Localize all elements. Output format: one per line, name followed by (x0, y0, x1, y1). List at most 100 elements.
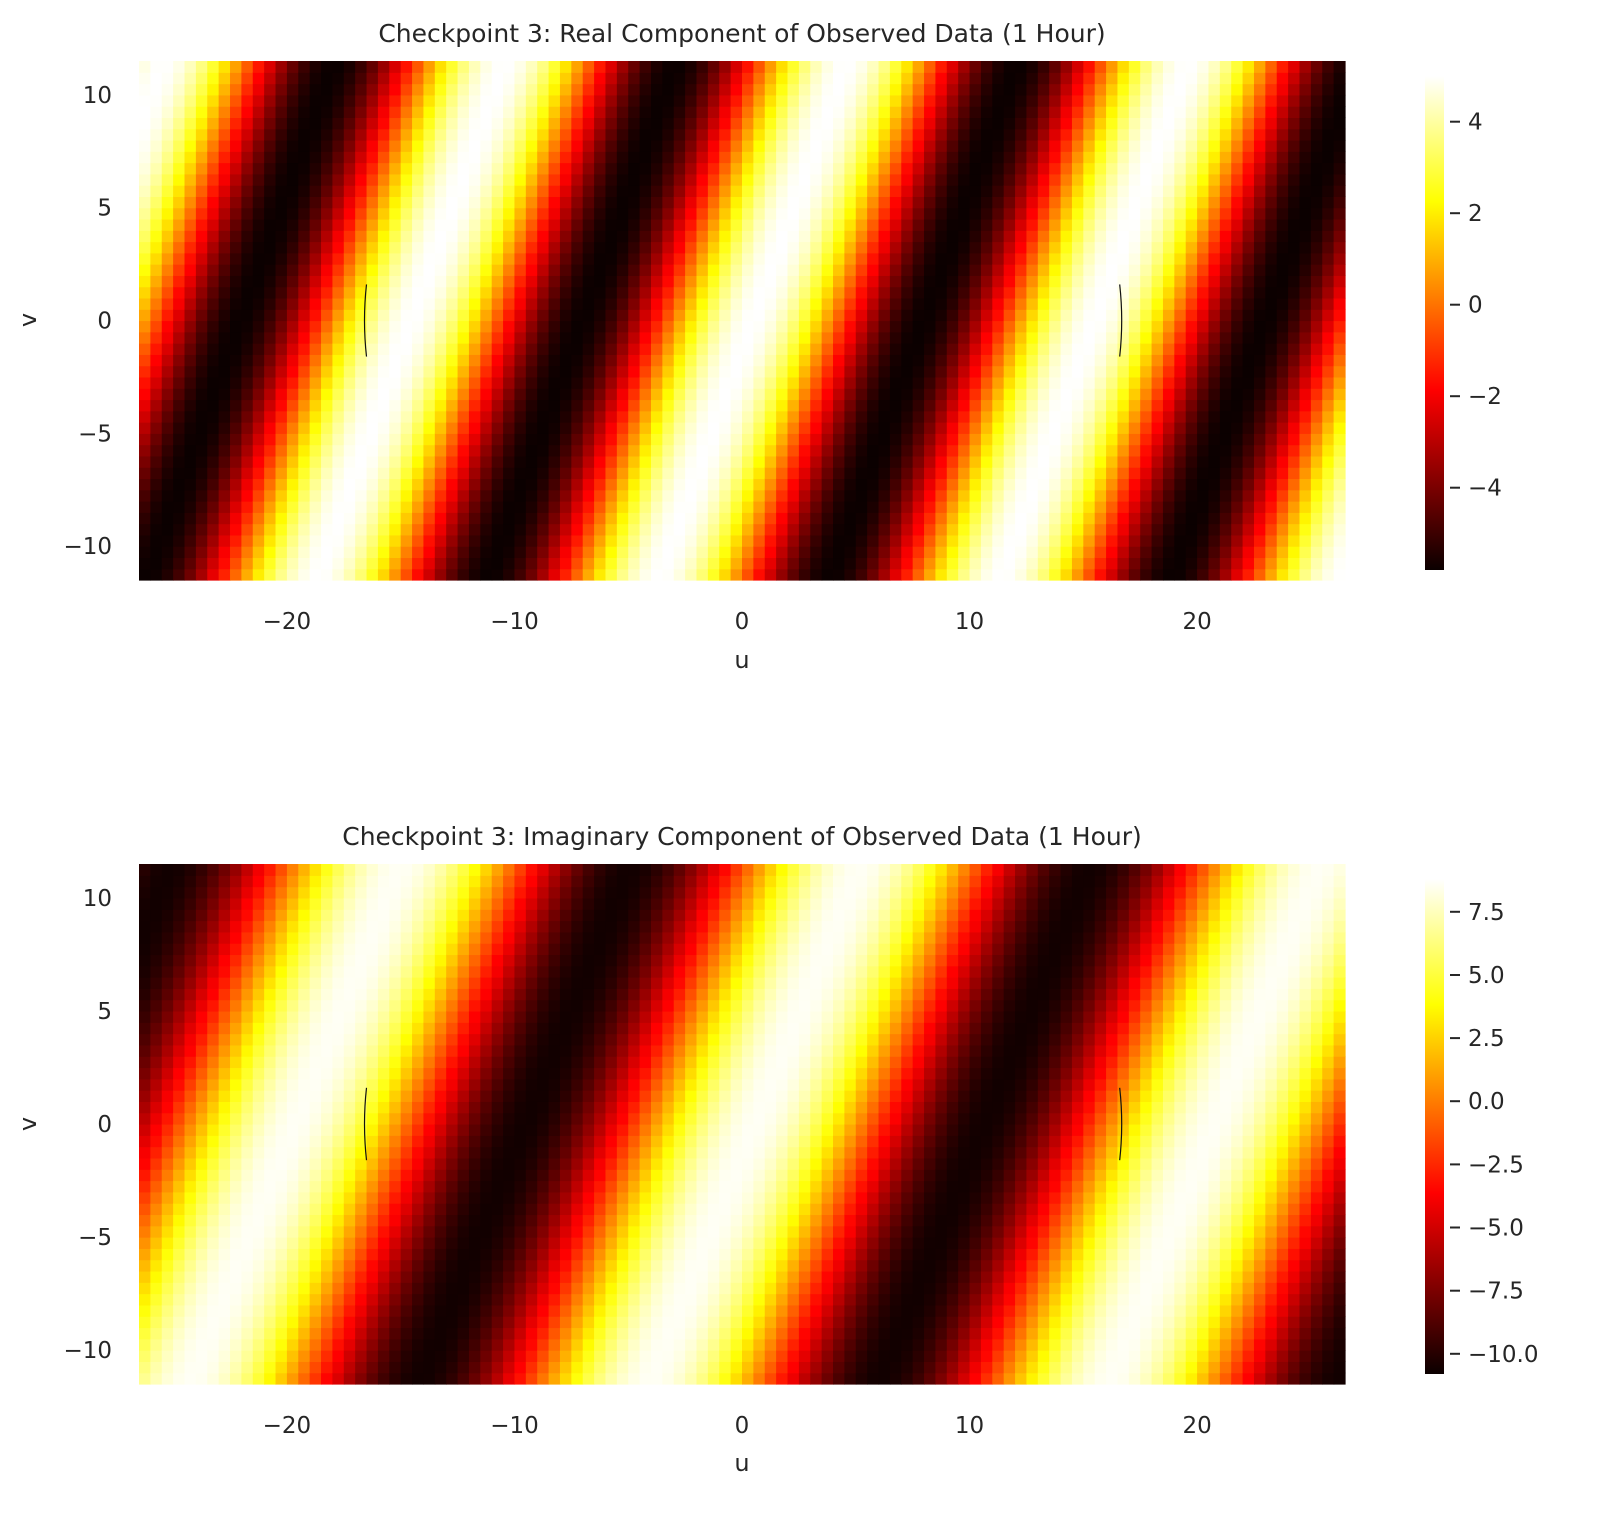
heatmap-cell (821, 399, 834, 412)
heatmap-cell (309, 546, 322, 559)
heatmap-cell (1128, 275, 1141, 288)
heatmap-cell (491, 534, 504, 547)
heatmap-cell (343, 388, 356, 401)
heatmap-cell (753, 162, 766, 175)
heatmap-cell (912, 546, 925, 559)
heatmap-cell (628, 286, 641, 299)
heatmap-cell (537, 444, 550, 457)
heatmap-cell (1197, 128, 1210, 141)
heatmap-cell (491, 467, 504, 480)
heatmap-cell (150, 954, 163, 967)
heatmap-cell (844, 94, 857, 107)
heatmap-cell (195, 297, 208, 310)
heatmap-cell (355, 173, 368, 186)
heatmap-cell (1003, 139, 1016, 152)
heatmap-cell (139, 1248, 151, 1261)
heatmap-cell (582, 241, 595, 254)
heatmap-cell (480, 264, 493, 276)
heatmap-cell (594, 410, 607, 423)
heatmap-cell (787, 455, 800, 468)
heatmap-cell (980, 534, 993, 547)
heatmap-cell (924, 546, 937, 559)
heatmap-cell (184, 106, 197, 119)
heatmap-cell (150, 1033, 163, 1046)
heatmap-cell (844, 444, 857, 457)
heatmap-cell (1071, 331, 1084, 344)
heatmap-cell (457, 422, 470, 434)
heatmap-cell (150, 376, 163, 389)
heatmap-cell (776, 218, 789, 231)
heatmap-cell (1197, 422, 1210, 434)
heatmap-cell (400, 501, 413, 513)
heatmap-cell (298, 207, 311, 220)
real-component-panel: Checkpoint 3: Real Component of Observed… (14, 19, 1502, 674)
heatmap-cell (468, 568, 481, 581)
heatmap-cell (605, 173, 618, 186)
heatmap-cell (901, 455, 914, 468)
heatmap-cell (1219, 512, 1232, 525)
heatmap-cell (150, 1056, 163, 1069)
heatmap-cell (230, 354, 242, 367)
heatmap-cell (594, 185, 607, 197)
heatmap-cell (764, 546, 777, 559)
heatmap-cell (355, 478, 368, 491)
heatmap-cell (332, 196, 345, 209)
heatmap-cell (377, 94, 390, 107)
heatmap-cell (980, 275, 993, 288)
heatmap-cell (582, 61, 595, 73)
heatmap-cell (662, 275, 675, 288)
heatmap-cell (389, 534, 402, 547)
heatmap-cell (446, 297, 459, 310)
heatmap-cell (1219, 455, 1232, 468)
heatmap-cell (389, 185, 402, 197)
heatmap-cell (992, 128, 1005, 141)
heatmap-cell (912, 128, 925, 141)
heatmap-cell (1015, 501, 1028, 513)
heatmap-cell (1288, 162, 1301, 175)
heatmap-cell (286, 467, 299, 480)
heatmap-cell (855, 94, 868, 107)
heatmap-cell (969, 320, 982, 333)
heatmap-cell (1219, 320, 1232, 333)
heatmap-cell (719, 151, 732, 164)
heatmap-cell (980, 264, 993, 276)
heatmap-cell (1151, 297, 1164, 310)
heatmap-cell (958, 286, 971, 299)
heatmap-cell (434, 218, 447, 231)
heatmap-cell (1219, 388, 1232, 401)
heatmap-cell (1140, 546, 1153, 559)
heatmap-cell (1253, 455, 1266, 468)
heatmap-cell (980, 252, 993, 265)
heatmap-cell (1094, 534, 1107, 547)
heatmap-cell (1094, 354, 1107, 367)
heatmap-cell (867, 106, 880, 119)
heatmap-cell (423, 286, 436, 299)
heatmap-cell (1071, 264, 1084, 276)
heatmap-cell (935, 275, 948, 288)
heatmap-cell (195, 61, 208, 73)
heatmap-cell (286, 207, 299, 220)
heatmap-cell (218, 309, 231, 322)
heatmap-cell (776, 444, 789, 457)
heatmap-cell (1003, 162, 1016, 175)
heatmap-cell (286, 286, 299, 299)
heatmap-cell (173, 455, 186, 468)
heatmap-cell (594, 117, 607, 130)
heatmap-cell (207, 264, 220, 276)
heatmap-cell (503, 478, 516, 491)
heatmap-cell (241, 151, 254, 164)
heatmap-cell (1299, 252, 1312, 265)
heatmap-cell (412, 207, 425, 220)
heatmap-cell (184, 388, 197, 401)
heatmap-cell (810, 264, 823, 276)
heatmap-cell (753, 139, 766, 152)
heatmap-cell (1231, 275, 1244, 288)
heatmap-cell (1083, 252, 1096, 265)
heatmap-cell (742, 139, 754, 152)
heatmap-cell (161, 309, 174, 322)
heatmap-cell (958, 354, 971, 367)
heatmap-cell (1288, 433, 1301, 446)
heatmap-cell (207, 422, 220, 434)
heatmap-cell (969, 72, 982, 85)
heatmap-cell (628, 501, 641, 513)
